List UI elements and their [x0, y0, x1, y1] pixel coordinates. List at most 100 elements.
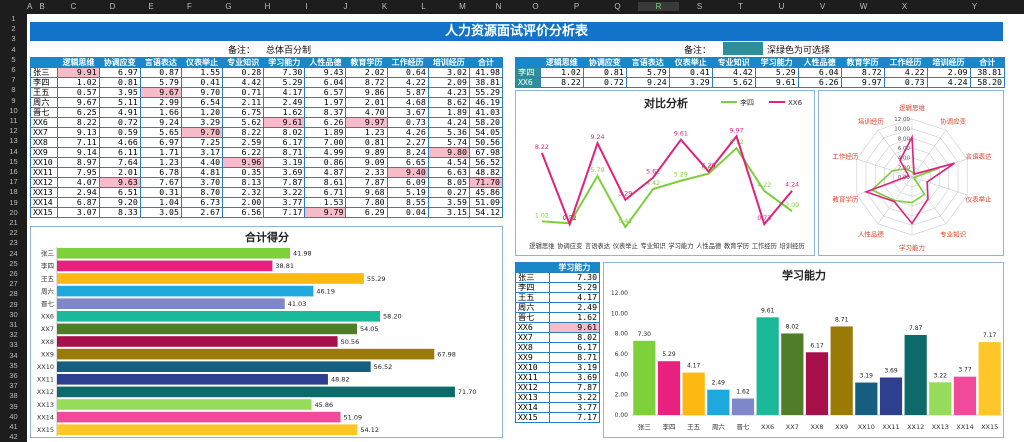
score-cell[interactable]: 8.55	[386, 197, 429, 208]
score-cell[interactable]: 5.87	[386, 87, 429, 98]
score-cell[interactable]: 4.68	[386, 97, 429, 108]
score-cell[interactable]: 2.94	[57, 187, 100, 198]
candidate-name[interactable]: XX9	[515, 352, 550, 363]
score-cell[interactable]: 7.17	[263, 207, 306, 218]
score-cell[interactable]: 1.53	[304, 197, 347, 208]
score-cell[interactable]: 3.02	[427, 67, 470, 78]
score-cell[interactable]: 38.81	[468, 77, 504, 88]
score-cell[interactable]: 9.09	[345, 157, 388, 168]
score-cell[interactable]: 3.29	[668, 77, 713, 88]
column-header[interactable]: C	[70, 2, 77, 11]
table-row[interactable]: 张三 7.30	[515, 272, 601, 283]
score-cell[interactable]: 0.31	[139, 187, 182, 198]
column-header[interactable]: N	[495, 2, 502, 11]
score-cell[interactable]: 9.24	[625, 77, 670, 88]
score-cell[interactable]: 9.20	[98, 197, 141, 208]
score-cell[interactable]: 3.22	[548, 392, 601, 403]
radar-chart-panel[interactable]: 逻辑思维 协调应变 言语表达 仪表举止 专业知识 学习能力 人性品德 教育学历 工作经历 培训经历…	[818, 90, 1004, 256]
table-row[interactable]: XX7 9.13 0.59 5.65 9.70 8.22 8.02 1.89 1.23 4.26 5…	[29, 127, 504, 138]
column-header[interactable]: Q	[614, 2, 621, 11]
table-row[interactable]: 周六 9.67 5.11 2.99 6.54 2.11 2.49 1.97 2.01 4.68 8.…	[29, 97, 504, 108]
score-cell[interactable]: 6.97	[139, 137, 182, 148]
candidate-name[interactable]: 王五	[29, 87, 59, 98]
score-cell[interactable]: 6.54	[180, 97, 224, 108]
score-cell[interactable]: 0.72	[582, 77, 627, 88]
score-cell[interactable]: 46.19	[468, 97, 504, 108]
row-header[interactable]: 29	[9, 299, 18, 309]
score-cell[interactable]: 7.30	[548, 272, 601, 283]
row-header[interactable]: 5	[11, 54, 16, 64]
score-cell[interactable]: 0.04	[386, 207, 429, 218]
score-cell[interactable]: 6.04	[797, 67, 842, 78]
row-header[interactable]: 26	[9, 269, 18, 278]
score-cell[interactable]: 0.81	[582, 67, 627, 78]
total-chart-panel[interactable]: 合计得分 张三 41.98 李四 38.81 王五 55.29 周六 46.19 晋七 41.03 X…	[30, 226, 503, 438]
row-header[interactable]: 4	[11, 44, 16, 54]
table-row[interactable]: XX6 8.22 0.72 9.24 3.29 5.62 9.61 6.26 9.97 0.73 4…	[29, 117, 504, 128]
score-cell[interactable]: 3.07	[57, 207, 100, 218]
score-cell[interactable]: 2.09	[926, 67, 971, 78]
score-cell[interactable]: 7.64	[98, 157, 141, 168]
table-row[interactable]: 王五 0.57 3.95 9.67 9.70 0.71 4.17 6.57 9.86 5.87 4.…	[29, 87, 504, 98]
candidate-name[interactable]: 晋七	[515, 312, 550, 323]
score-cell[interactable]: 3.70	[180, 177, 224, 188]
column-header[interactable]: I	[305, 2, 308, 11]
score-cell[interactable]: 0.87	[139, 67, 182, 78]
candidate-name[interactable]: 周六	[515, 302, 550, 313]
score-cell[interactable]: 2.33	[345, 167, 388, 178]
score-cell[interactable]: 1.23	[139, 157, 182, 168]
table-row[interactable]: 周六 2.49	[515, 302, 601, 313]
score-cell[interactable]: 0.81	[98, 77, 141, 88]
score-cell[interactable]: 4.66	[98, 137, 141, 148]
score-cell[interactable]: 9.24	[139, 117, 182, 128]
score-cell[interactable]: 7.87	[263, 177, 306, 188]
score-cell[interactable]: 8.02	[263, 127, 306, 138]
score-cell[interactable]: 1.62	[548, 312, 601, 323]
score-cell[interactable]: 9.63	[98, 177, 141, 188]
score-cell[interactable]: 6.97	[98, 67, 141, 78]
table-row[interactable]: XX7 8.02	[515, 332, 601, 343]
score-cell[interactable]: 9.86	[345, 87, 388, 98]
score-cell[interactable]: 1.97	[304, 97, 347, 108]
score-cell[interactable]: 41.98	[468, 67, 504, 78]
score-cell[interactable]: 9.61	[754, 77, 799, 88]
row-header[interactable]: 8	[11, 85, 16, 95]
score-cell[interactable]: 3.95	[98, 87, 141, 98]
score-cell[interactable]: 2.27	[386, 137, 429, 148]
score-cell[interactable]: 3.05	[139, 207, 182, 218]
score-cell[interactable]: 8.24	[386, 147, 429, 158]
candidate-name[interactable]: XX8	[29, 137, 59, 148]
column-header[interactable]: F	[187, 2, 192, 11]
score-cell[interactable]: 0.57	[57, 87, 100, 98]
score-cell[interactable]: 5.19	[386, 187, 429, 198]
score-cell[interactable]: 9.68	[345, 187, 388, 198]
score-cell[interactable]: 48.82	[468, 167, 504, 178]
score-cell[interactable]: 1.02	[57, 77, 100, 88]
score-cell[interactable]: 54.05	[468, 127, 504, 138]
column-header[interactable]: L	[421, 2, 426, 11]
score-cell[interactable]: 5.74	[427, 137, 470, 148]
table-row[interactable]: XX13 3.22	[515, 392, 601, 403]
score-cell[interactable]: 8.61	[304, 177, 347, 188]
score-cell[interactable]: 6.65	[386, 157, 429, 168]
row-header[interactable]: 36	[9, 371, 18, 380]
row-header[interactable]: 30	[9, 309, 18, 319]
score-cell[interactable]: 6.87	[57, 197, 100, 208]
score-cell[interactable]: 4.42	[222, 77, 265, 88]
score-cell[interactable]: 9.91	[57, 67, 100, 78]
score-cell[interactable]: 7.25	[180, 137, 224, 148]
score-cell[interactable]: 4.40	[180, 157, 224, 168]
score-cell[interactable]: 4.42	[711, 67, 756, 78]
score-cell[interactable]: 58.20	[468, 117, 504, 128]
row-header[interactable]: 2	[11, 24, 16, 34]
score-cell[interactable]: 8.37	[304, 107, 347, 118]
score-cell[interactable]: 4.22	[883, 67, 928, 78]
score-cell[interactable]: 0.35	[222, 167, 265, 178]
score-cell[interactable]: 2.11	[222, 97, 265, 108]
score-cell[interactable]: 50.56	[468, 137, 504, 148]
candidate-name[interactable]: 张三	[515, 272, 550, 283]
column-header[interactable]: D	[109, 2, 116, 11]
column-header[interactable]: Y	[971, 2, 978, 11]
score-cell[interactable]: 0.41	[668, 67, 713, 78]
score-cell[interactable]: 6.04	[304, 77, 347, 88]
